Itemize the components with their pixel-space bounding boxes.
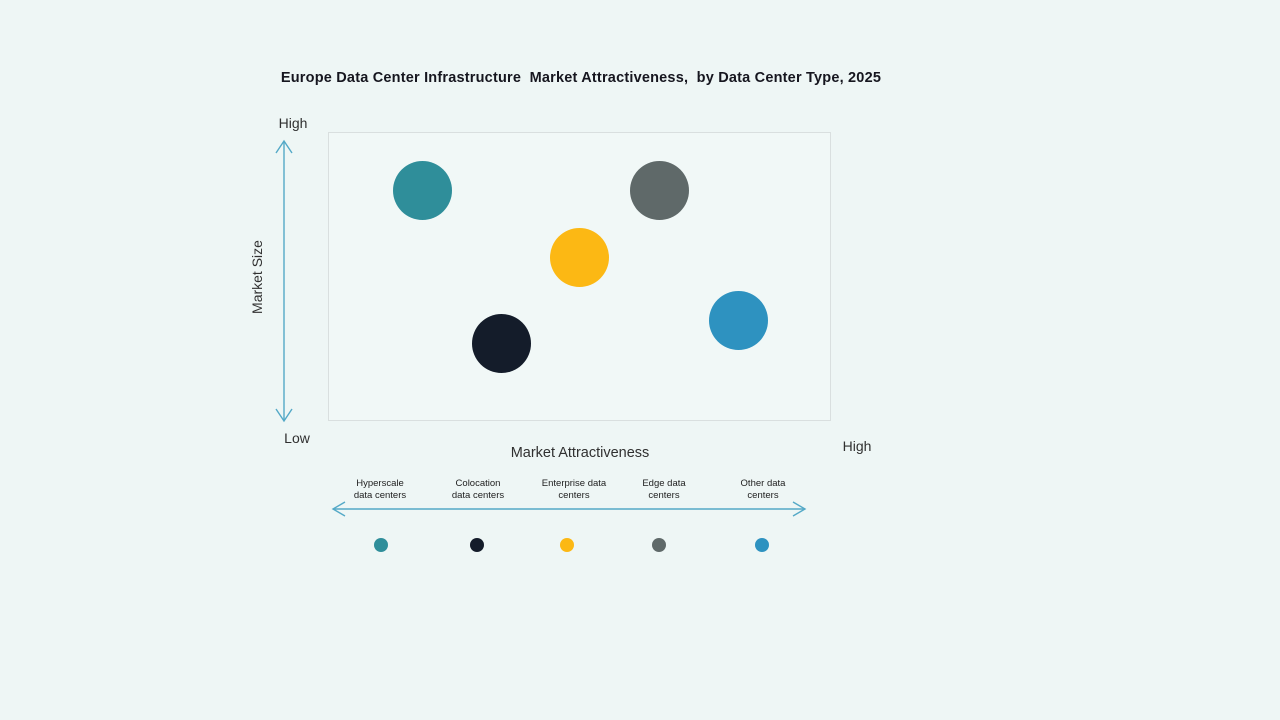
legend-label-edge: Edge data centers	[642, 478, 686, 502]
y-axis-high-label: High	[278, 115, 308, 131]
legend-label-other: Other data centers	[740, 478, 786, 502]
bubble-other	[709, 291, 769, 351]
legend-label-hyperscale: Hyperscale data centers	[353, 478, 407, 502]
legend-label-enterprise: Enterprise data centers	[541, 478, 607, 502]
legend-label-colocation: Colocation data centers	[451, 478, 505, 502]
legend-dot-hyperscale	[374, 538, 388, 552]
legend-dot-edge	[652, 538, 666, 552]
bubble-edge	[630, 161, 690, 221]
legend-dot-enterprise	[560, 538, 574, 552]
plot-area	[328, 132, 831, 421]
chart-title: Europe Data Center Infrastructure Market…	[280, 70, 882, 86]
x-axis-title: Market Attractiveness	[510, 445, 650, 461]
x-axis-high-label: High	[842, 438, 872, 454]
bubble-colocation	[471, 314, 531, 374]
legend-dot-colocation	[470, 538, 484, 552]
y-axis-title: Market Size	[249, 240, 265, 314]
bubble-hyperscale	[392, 161, 452, 221]
y-axis-arrow	[275, 139, 293, 423]
bubble-enterprise	[550, 227, 610, 287]
legend-dot-other	[755, 538, 769, 552]
y-axis-low-label: Low	[284, 430, 310, 446]
legend-axis-arrow	[331, 501, 807, 517]
